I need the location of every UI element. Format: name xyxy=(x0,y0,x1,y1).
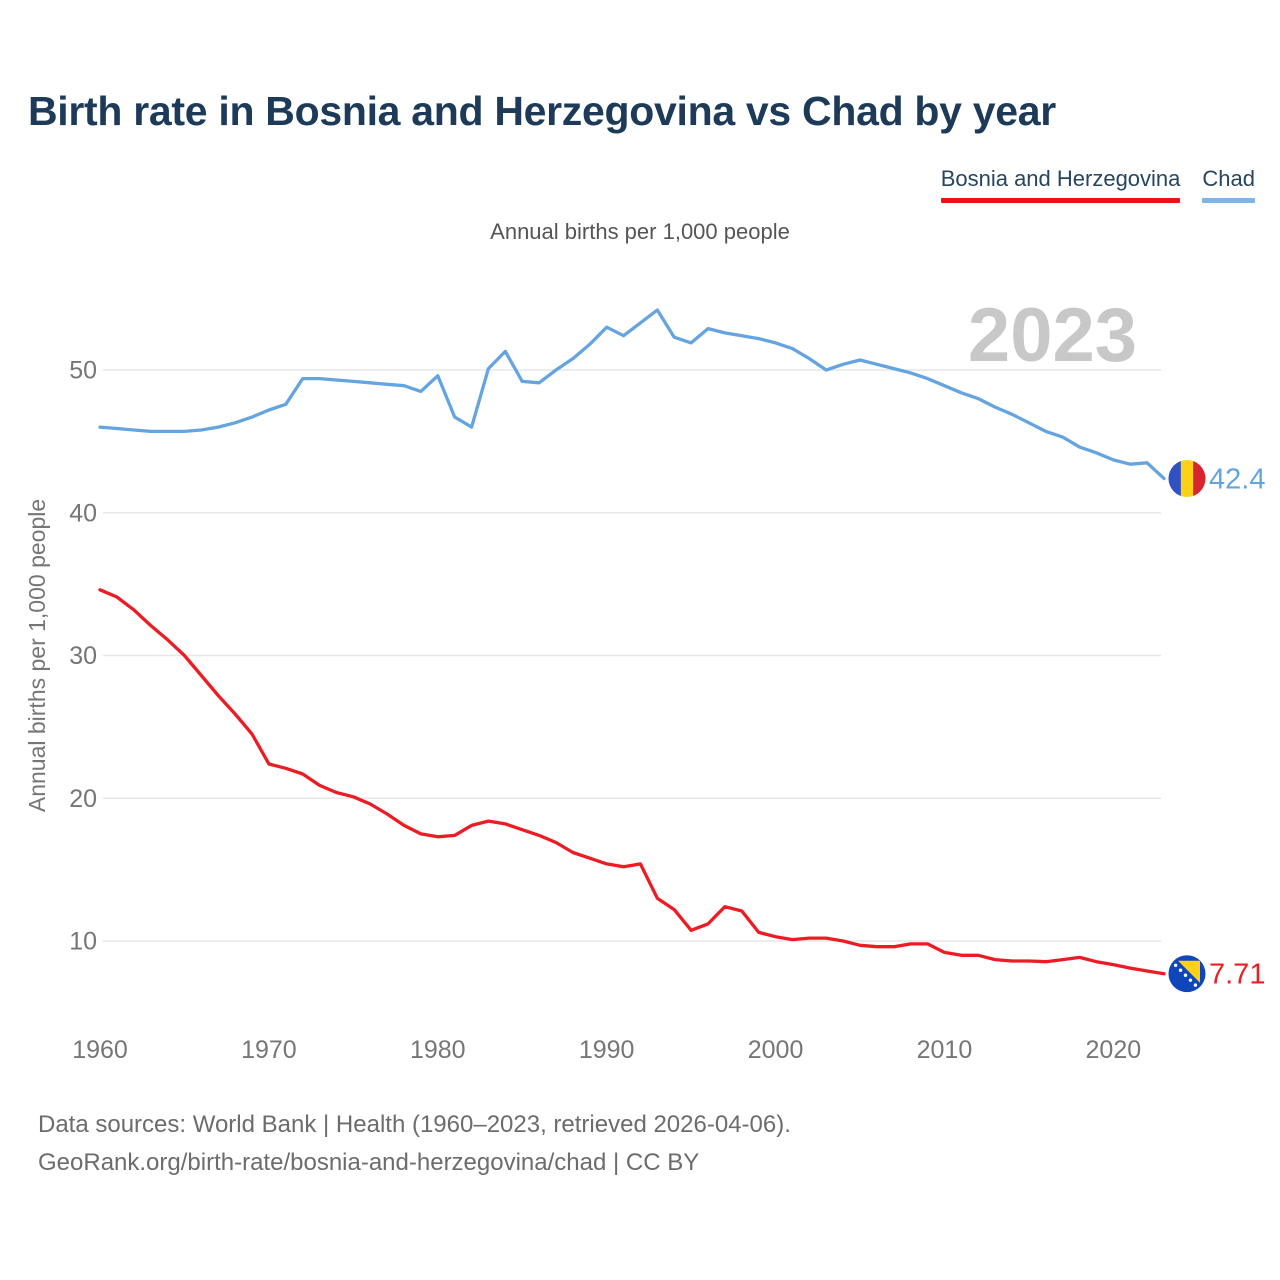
chart-footer: Data sources: World Bank | Health (1960–… xyxy=(38,1106,791,1182)
x-tick-label-1990: 1990 xyxy=(579,1036,635,1064)
legend-underline-bosnia-and-herzegovina xyxy=(940,198,1181,203)
x-tick-label-2010: 2010 xyxy=(917,1036,973,1064)
series-line-chad[interactable] xyxy=(98,308,1166,481)
legend: Bosnia and Herzegovina Chad xyxy=(940,166,1255,203)
x-tick-label-1970: 1970 xyxy=(241,1036,297,1064)
footer-source-line: Data sources: World Bank | Health (1960–… xyxy=(38,1111,791,1138)
footer-url-line: GeoRank.org/birth-rate/bosnia-and-herzeg… xyxy=(38,1149,700,1176)
legend-item-bosnia-and-herzegovina[interactable]: Bosnia and Herzegovina xyxy=(940,166,1181,203)
series-line-bosnia-and-herzegovina[interactable] xyxy=(98,588,1166,976)
end-value-label-chad: 42.4 xyxy=(1209,463,1265,495)
legend-underline-chad xyxy=(1202,198,1255,203)
chart-subtitle: Annual births per 1,000 people xyxy=(490,219,790,244)
chad-flag-icon xyxy=(1168,459,1206,497)
y-tick-label-10: 10 xyxy=(69,928,97,956)
x-tick-label-2020: 2020 xyxy=(1086,1036,1142,1064)
y-tick-label-40: 40 xyxy=(69,499,97,527)
y-tick-label-30: 30 xyxy=(69,642,97,670)
x-tick-label-1980: 1980 xyxy=(410,1036,466,1064)
y-axis-title: Annual births per 1,000 people xyxy=(24,499,50,812)
x-tick-label-2000: 2000 xyxy=(748,1036,804,1064)
legend-item-chad[interactable]: Chad xyxy=(1202,166,1255,203)
legend-label-chad: Chad xyxy=(1202,166,1255,191)
y-tick-label-20: 20 xyxy=(69,785,97,813)
bosnia-and-herzegovina-flag-icon xyxy=(1168,955,1206,993)
end-value-label-bosnia-and-herzegovina: 7.71 xyxy=(1209,959,1265,991)
year-watermark: 2023 xyxy=(968,293,1137,378)
legend-label-bosnia-and-herzegovina: Bosnia and Herzegovina xyxy=(940,166,1181,191)
x-tick-label-1960: 1960 xyxy=(72,1036,128,1064)
page-title: Birth rate in Bosnia and Herzegovina vs … xyxy=(28,88,1056,134)
y-tick-label-50: 50 xyxy=(69,357,97,385)
